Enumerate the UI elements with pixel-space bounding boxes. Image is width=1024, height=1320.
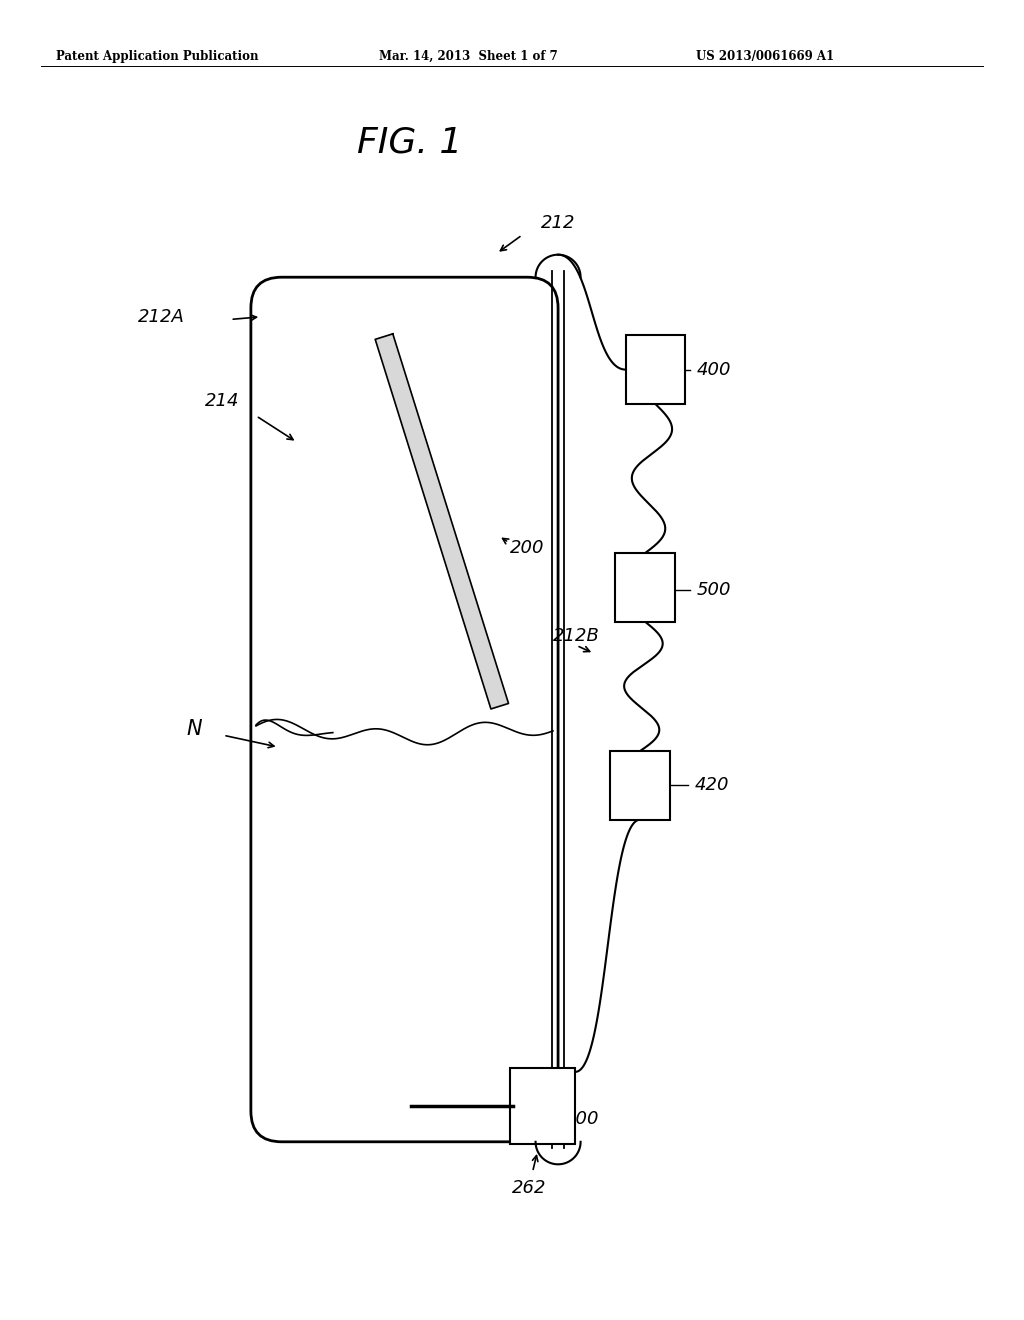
Text: 212A: 212A: [138, 308, 185, 326]
FancyBboxPatch shape: [251, 277, 558, 1142]
Bar: [626, 335, 685, 404]
Text: N: N: [186, 718, 202, 739]
Text: 500: 500: [696, 581, 731, 599]
Text: 300: 300: [565, 1110, 600, 1129]
Text: Patent Application Publication: Patent Application Publication: [56, 50, 259, 63]
Bar: [510, 1068, 575, 1144]
Text: 262: 262: [512, 1179, 547, 1197]
Bar: [610, 751, 670, 820]
Text: 200: 200: [510, 539, 545, 557]
Polygon shape: [375, 334, 509, 709]
Bar: [615, 553, 675, 622]
Text: 400: 400: [696, 360, 731, 379]
Text: 214: 214: [205, 392, 240, 411]
Text: 212B: 212B: [553, 627, 600, 645]
Text: Mar. 14, 2013  Sheet 1 of 7: Mar. 14, 2013 Sheet 1 of 7: [379, 50, 558, 63]
Text: 212: 212: [541, 214, 575, 232]
Text: 420: 420: [694, 776, 729, 795]
Text: US 2013/0061669 A1: US 2013/0061669 A1: [696, 50, 835, 63]
Text: FIG. 1: FIG. 1: [357, 125, 462, 160]
